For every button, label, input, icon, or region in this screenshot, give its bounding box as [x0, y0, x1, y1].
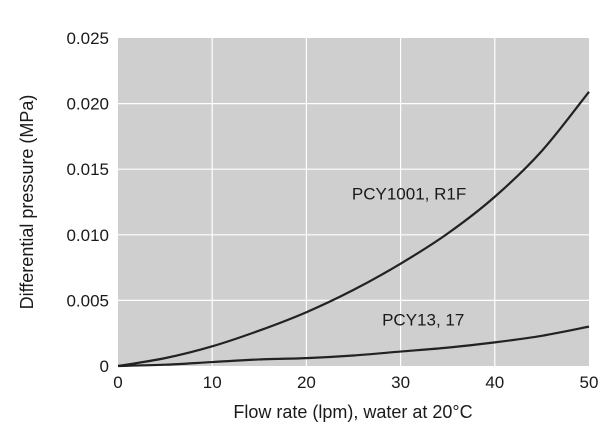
series-line-1: [117, 91, 590, 368]
y-axis-title: Differential pressure (MPa): [17, 95, 37, 310]
x-tick-label: 50: [580, 373, 599, 392]
x-tick-label: 40: [485, 373, 504, 392]
x-tick-label: 20: [297, 373, 316, 392]
y-tick-label: 0.005: [66, 291, 109, 310]
series-line-2: [117, 325, 590, 368]
x-tick-labels: 0 10 20 30 40 50: [113, 373, 598, 392]
series-lines: [117, 91, 590, 368]
series-labels: PCY1001, R1F PCY13, 17: [352, 184, 466, 329]
y-tick-label: 0.025: [66, 29, 109, 48]
x-tick-label: 30: [391, 373, 410, 392]
series-label-1: PCY1001, R1F: [352, 184, 466, 203]
y-tick-label: 0.010: [66, 226, 109, 245]
y-tick-labels: 0 0.005 0.010 0.015 0.020 0.025: [66, 29, 109, 376]
grid-lines: [118, 38, 589, 366]
series-label-2: PCY13, 17: [382, 310, 464, 329]
x-tick-label: 10: [203, 373, 222, 392]
y-tick-label: 0: [100, 357, 109, 376]
y-tick-label: 0.020: [66, 95, 109, 114]
x-axis-title: Flow rate (lpm), water at 20°C: [233, 402, 472, 422]
plot-area: [118, 38, 589, 366]
x-tick-label: 0: [113, 373, 122, 392]
y-tick-label: 0.015: [66, 160, 109, 179]
